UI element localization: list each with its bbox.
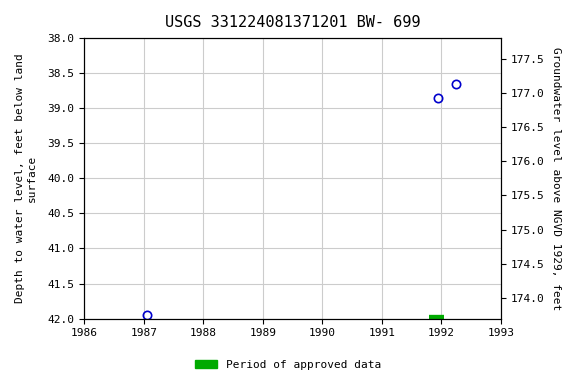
Title: USGS 331224081371201 BW- 699: USGS 331224081371201 BW- 699 (165, 15, 420, 30)
Legend: Period of approved data: Period of approved data (191, 356, 385, 375)
Y-axis label: Groundwater level above NGVD 1929, feet: Groundwater level above NGVD 1929, feet (551, 47, 561, 310)
Y-axis label: Depth to water level, feet below land
surface: Depth to water level, feet below land su… (15, 53, 37, 303)
